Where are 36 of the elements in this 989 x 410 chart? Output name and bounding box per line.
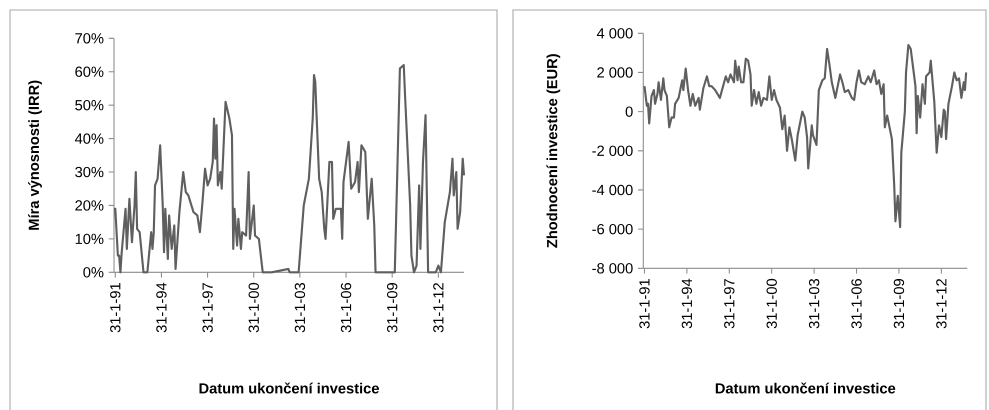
y-tick-label: -2 000 — [592, 146, 633, 156]
x-tick-label: 31-1-09 — [894, 279, 904, 328]
x-tick-label: 31-1-12 — [433, 283, 444, 332]
y-tick-label: 10% — [76, 234, 104, 244]
y-tick-label: 40% — [74, 133, 104, 144]
x-tick-label: 31-1-97 — [202, 283, 213, 332]
y-tick-label: -6 000 — [592, 224, 633, 234]
y-tick-label: 0 — [626, 106, 633, 117]
y-tick-label: 60% — [75, 66, 104, 77]
x-tick-label: 31-1-06 — [340, 283, 352, 332]
x-tick-label: 31-1-12 — [936, 279, 947, 328]
line-series — [643, 44, 968, 228]
y-tick-label: -4 000 — [592, 184, 633, 196]
y-tick-label: 2 000 — [597, 67, 633, 78]
y-axis-title: Míra výnosnosti (IRR) — [28, 80, 42, 230]
x-axis-title: Datum ukončení investice — [200, 382, 379, 394]
y-tick-label: 50% — [75, 100, 104, 110]
x-tick-label: 31-1-00 — [766, 278, 777, 328]
x-tick-label: 31-1-00 — [248, 282, 259, 332]
y-tick-label: 4 000 — [596, 28, 633, 38]
y-tick-label: 30% — [75, 166, 104, 178]
y-axis-title: Zhodnocení investice (EUR) — [546, 54, 560, 248]
y-tick-label: 70% — [75, 33, 104, 44]
x-tick-label: 31-1-94 — [156, 282, 167, 332]
x-tick-label: 31-1-91 — [639, 279, 650, 328]
y-tick-label: 0% — [83, 267, 104, 278]
x-tick-label: 31-1-03 — [808, 279, 820, 328]
y-tick-label: 20% — [75, 200, 104, 211]
x-tick-label: 31-1-97 — [724, 279, 734, 328]
x-tick-label: 31-1-03 — [294, 283, 306, 332]
y-tick-label: -8 000 — [592, 263, 633, 274]
x-tick-label: 31-1-06 — [851, 279, 862, 328]
x-axis-title: Datum ukončení investice — [716, 382, 896, 394]
x-tick-label: 31-1-09 — [387, 283, 398, 332]
x-tick-label: 31-1-91 — [110, 283, 120, 332]
x-tick-label: 31-1-94 — [682, 278, 692, 328]
